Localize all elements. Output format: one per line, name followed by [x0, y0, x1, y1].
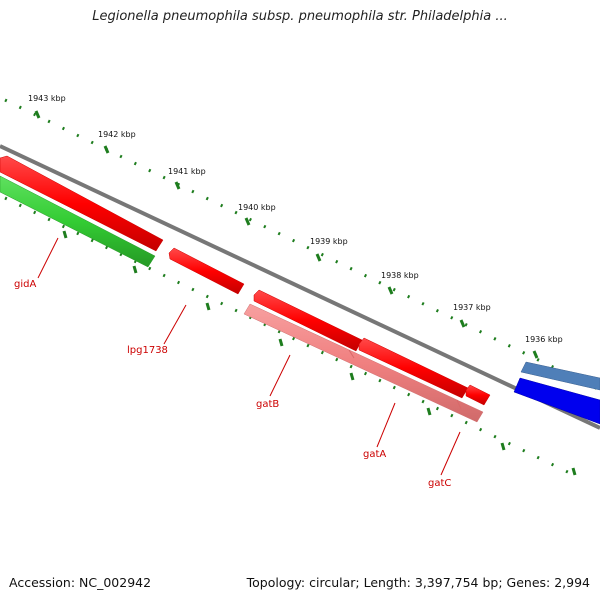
gene-label-gatA[interactable]: gatA [363, 449, 386, 460]
ruler-upper [4, 98, 600, 392]
ruler-lower-ticks [62, 230, 577, 476]
tick-mark [500, 442, 506, 451]
gene-label-gatB[interactable]: gatB [256, 399, 279, 410]
gene-label-gatC[interactable]: gatC [428, 478, 451, 489]
tick-mark [349, 372, 355, 381]
gene-feature[interactable] [0, 175, 156, 268]
gene-label-lpg1738[interactable]: lpg1738 [127, 345, 168, 356]
tick-mark [315, 253, 322, 262]
gene-feature[interactable] [520, 361, 600, 391]
tick-mark [103, 145, 110, 154]
topology-label: Topology: circular; Length: 3,397,754 bp… [246, 575, 590, 590]
gene-feature[interactable] [0, 155, 164, 252]
tick-label: 1942 kbp [98, 130, 136, 139]
tick-label: 1939 kbp [310, 237, 348, 246]
tick-mark [244, 217, 251, 226]
tick-mark [62, 230, 68, 239]
tick-mark [174, 181, 181, 190]
gene-feature[interactable] [253, 289, 363, 352]
ruler-ticks [34, 110, 539, 359]
tick-label: 1936 kbp [525, 335, 563, 344]
tick-mark [34, 110, 41, 119]
map-title: Legionella pneumophila subsp. pneumophil… [92, 9, 508, 24]
tick-mark [459, 319, 466, 328]
tick-mark [132, 265, 138, 274]
tick-label: 1940 kbp [238, 203, 276, 212]
accession-label: Accession: NC_002942 [9, 575, 152, 590]
tick-label: 1938 kbp [381, 271, 419, 280]
tick-label: 1937 kbp [453, 303, 491, 312]
tick-mark [205, 302, 211, 311]
gene-feature[interactable] [513, 377, 600, 425]
tick-mark [426, 407, 432, 416]
tick-mark [387, 286, 394, 295]
gene-feature[interactable] [465, 384, 491, 406]
tick-mark [278, 338, 284, 347]
tick-label: 1943 kbp [28, 94, 66, 103]
genome-backbone [0, 144, 600, 430]
gene-label-gidA[interactable]: gidA [14, 279, 36, 290]
gene-feature[interactable] [243, 303, 484, 423]
tick-mark [532, 350, 539, 359]
ruler-lower [4, 196, 581, 480]
gene-feature[interactable] [168, 247, 245, 295]
gene-feature[interactable] [358, 337, 469, 399]
tick-label: 1941 kbp [168, 167, 206, 176]
tick-mark [571, 467, 577, 476]
